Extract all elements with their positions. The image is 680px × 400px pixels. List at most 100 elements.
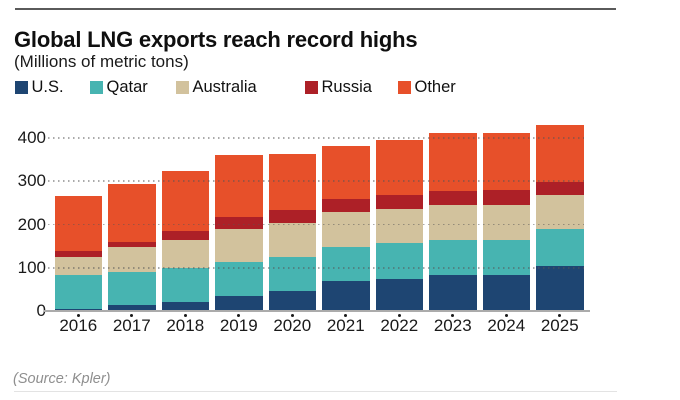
- y-axis-label-0: 0: [36, 301, 46, 320]
- x-axis-tick-2021: [344, 314, 348, 317]
- bar-segment-qatar-2024: [482, 240, 530, 275]
- bar-segment-other-2022: [375, 139, 423, 195]
- legend-swatch-russia: [305, 81, 318, 94]
- bar-segment-russia-2025: [536, 181, 584, 195]
- x-axis-tick-2020: [290, 314, 294, 317]
- bottom-divider: [14, 391, 617, 392]
- bar-segment-russia-2018: [161, 231, 209, 240]
- bar-2022: [375, 139, 423, 311]
- legend-swatch-other: [398, 81, 411, 94]
- y-axis-label-100: 100: [17, 257, 46, 277]
- legend-label-other: Other: [414, 78, 456, 96]
- y-axis-label-300: 300: [17, 171, 46, 191]
- legend-item-qatar: Qatar: [90, 78, 148, 96]
- x-axis-label-2018: 2018: [166, 316, 205, 335]
- y-axis-label-400: 400: [17, 128, 46, 147]
- chart-subtitle: (Millions of metric tons): [14, 52, 189, 71]
- gridline-200: [48, 223, 584, 226]
- bar-segment-australia-2019: [215, 229, 263, 263]
- x-axis-tick-2024: [504, 314, 508, 317]
- bar-segment-other-2019: [215, 155, 263, 218]
- legend-item-u-s: U.S.: [15, 78, 64, 96]
- x-axis-label-2020: 2020: [273, 316, 312, 335]
- bar-segment-qatar-2022: [375, 243, 423, 279]
- x-axis-label-2024: 2024: [487, 316, 526, 335]
- x-axis-tick-2018: [183, 314, 187, 317]
- legend-swatch-qatar: [90, 81, 103, 94]
- bar-2025: [536, 125, 584, 311]
- legend: U.S. Qatar Australia Russia Other: [0, 78, 680, 97]
- bar-segment-other-2016: [54, 195, 102, 252]
- bar-segment-other-2025: [536, 125, 584, 182]
- legend-label-qatar: Qatar: [106, 78, 148, 96]
- x-axis-line: [44, 310, 590, 312]
- x-axis-tick-2025: [558, 314, 562, 317]
- plot-area: 2016 2017 2018 2019 2020 2021 2022 2023 2024 2025: [44, 115, 594, 335]
- bar-segment-qatar-2016: [54, 274, 102, 309]
- bar-segment-australia-2021: [322, 211, 370, 247]
- legend-item-russia: Russia: [305, 78, 372, 96]
- bar-2017: [108, 183, 156, 311]
- top-divider: [15, 8, 616, 10]
- bar-segment-qatar-2020: [268, 256, 316, 291]
- bar-segment-u-s-2023: [429, 274, 477, 311]
- bar-segment-u-s-2024: [482, 274, 530, 311]
- bar-segment-qatar-2018: [161, 268, 209, 302]
- bar-segment-u-s-2021: [322, 280, 370, 311]
- gridline-300: [48, 180, 584, 183]
- bar-segment-russia-2017: [108, 242, 156, 248]
- bar-segment-qatar-2017: [108, 272, 156, 305]
- bar-segment-qatar-2023: [429, 239, 477, 275]
- legend-label-australia: Australia: [192, 78, 257, 96]
- bar-segment-russia-2022: [375, 194, 423, 209]
- x-axis-tick-2022: [397, 314, 401, 317]
- bar-segment-australia-2023: [429, 205, 477, 240]
- legend-label-russia: Russia: [321, 78, 372, 96]
- x-axis-label-2023: 2023: [433, 316, 472, 335]
- bar-segment-qatar-2025: [536, 228, 584, 266]
- x-axis-label-2025: 2025: [540, 316, 579, 335]
- x-axis-label-2022: 2022: [380, 316, 419, 335]
- bar-segment-australia-2025: [536, 194, 584, 229]
- legend-item-australia: Australia: [176, 78, 257, 96]
- bar-segment-other-2021: [322, 145, 370, 200]
- bar-2023: [429, 132, 477, 311]
- bar-segment-russia-2021: [322, 199, 370, 212]
- bar-segment-u-s-2025: [536, 265, 584, 311]
- source-note: (Source: Kpler): [13, 371, 111, 387]
- bar-2021: [322, 145, 370, 311]
- x-axis-label-2021: 2021: [326, 316, 365, 335]
- bar-2020: [268, 153, 316, 311]
- bar-segment-u-s-2019: [215, 295, 263, 311]
- bar-2018: [161, 170, 209, 311]
- bar-segment-australia-2016: [54, 257, 102, 275]
- bar-2024: [482, 132, 530, 311]
- bar-segment-russia-2023: [429, 191, 477, 206]
- x-axis-tick-2016: [76, 314, 80, 317]
- x-axis-tick-2017: [130, 314, 134, 317]
- bar-segment-australia-2020: [268, 222, 316, 257]
- gridline-400: [48, 137, 584, 139]
- legend-swatch-australia: [176, 81, 189, 94]
- bar-segment-australia-2024: [482, 205, 530, 241]
- gridline-100: [48, 266, 584, 269]
- bar-segment-russia-2024: [482, 190, 530, 206]
- bar-segment-u-s-2020: [268, 290, 316, 311]
- bar-segment-russia-2020: [268, 209, 316, 223]
- bar-segment-qatar-2021: [322, 247, 370, 281]
- bar-segment-other-2023: [429, 132, 477, 192]
- bar-segment-russia-2016: [54, 251, 102, 258]
- legend-item-other: Other: [398, 78, 456, 96]
- bar-segment-australia-2022: [375, 208, 423, 244]
- bar-segment-u-s-2016: [54, 308, 102, 311]
- x-axis-label-2019: 2019: [219, 316, 258, 335]
- bar-segment-u-s-2017: [108, 304, 156, 311]
- legend-swatch-u-s: [15, 81, 28, 94]
- bar-segment-australia-2018: [161, 239, 209, 269]
- bar-2016: [54, 195, 102, 311]
- bar-segment-u-s-2018: [161, 301, 209, 311]
- x-axis-tick-2023: [451, 314, 455, 317]
- bar-segment-u-s-2022: [375, 278, 423, 311]
- bar-2019: [215, 155, 263, 311]
